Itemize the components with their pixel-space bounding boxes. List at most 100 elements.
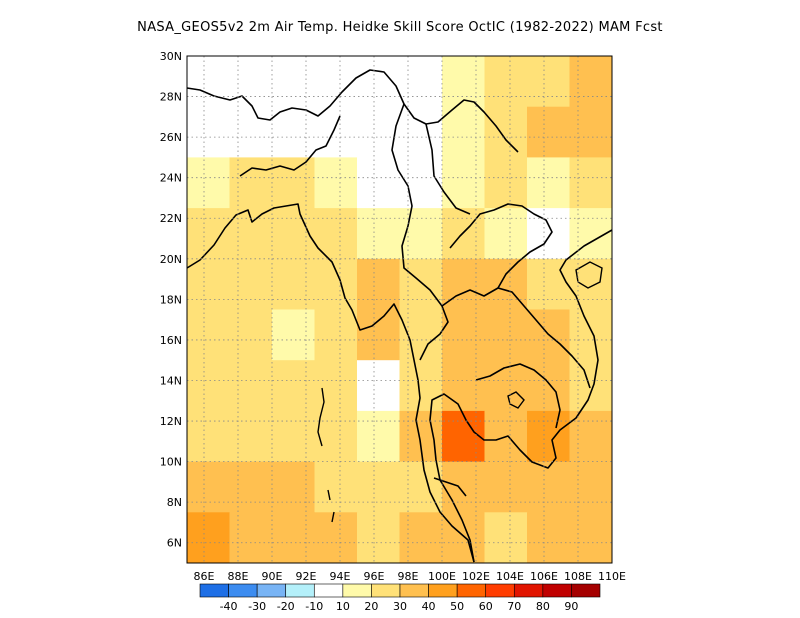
heatmap-cell: [357, 512, 400, 564]
heatmap-cell: [442, 157, 485, 209]
colorbar-label: 90: [564, 600, 578, 613]
heatmap-cell: [399, 309, 443, 361]
colorbar-swatch: [399, 583, 429, 598]
chart-title: NASA_GEOS5v2 2m Air Temp. Heidke Skill S…: [137, 20, 663, 35]
heatmap-cell: [569, 157, 613, 209]
heatmap-cell: [272, 157, 315, 209]
heatmap-cell: [357, 106, 400, 158]
heatmap-cell: [442, 56, 485, 108]
lat-tick-label: 14N: [160, 374, 182, 387]
heatmap-cell: [357, 360, 400, 412]
colorbar-label: 50: [450, 600, 464, 613]
heatmap-cell: [442, 309, 485, 361]
heatmap-cell: [187, 461, 230, 513]
heatmap-cell: [229, 461, 273, 513]
heatmap-cell: [569, 461, 613, 513]
heatmap-cells: [187, 56, 613, 564]
heatmap-cell: [527, 157, 570, 209]
heatmap-cell: [272, 258, 315, 310]
lon-tick-label: 98E: [398, 570, 419, 583]
heatmap-cell: [569, 410, 613, 463]
heatmap-cell: [527, 208, 570, 260]
lon-tick-label: 102E: [462, 570, 490, 583]
colorbar-labels: -40 -30 -20 -10 10 20 30 40 50 60 70 80 90: [220, 600, 579, 613]
colorbar-swatch: [485, 583, 515, 598]
border-india-bangladesh: [239, 115, 341, 177]
lat-tick-label: 20N: [160, 253, 182, 266]
heatmap-cell: [442, 512, 485, 564]
colorbar-label: 60: [479, 600, 493, 613]
nicobar-islands: [327, 489, 335, 523]
heatmap-cell: [357, 258, 400, 310]
heatmap-cell: [527, 56, 570, 108]
heatmap-cell: [569, 56, 613, 108]
latitude-labels: 30N 28N 26N 24N 22N 20N 18N 16N 14N 12N 10N 8N 6N: [160, 50, 182, 550]
colorbar-label: 80: [536, 600, 550, 613]
heatmap-cell: [357, 309, 400, 361]
lat-tick-label: 30N: [160, 50, 182, 63]
heatmap-cell: [187, 309, 230, 361]
heatmap-cell: [484, 512, 528, 564]
colorbar-swatch: [256, 583, 287, 598]
heatmap-cell: [527, 258, 570, 310]
heatmap-cell: [314, 258, 358, 310]
heatmap-cell: [272, 512, 315, 564]
heatmap-cell: [569, 309, 613, 361]
border-thai-malay: [433, 477, 467, 497]
heatmap-cell: [187, 258, 230, 310]
heatmap-cell: [314, 410, 358, 463]
border-myanmar-east: [391, 103, 449, 361]
colorbar-label: 70: [507, 600, 521, 613]
heatmap-cell: [357, 208, 400, 260]
heatmap-cell: [272, 461, 315, 513]
colorbar-label: 10: [336, 600, 350, 613]
lat-tick-label: 26N: [160, 131, 182, 144]
border-cambodia: [475, 363, 561, 429]
coastline-gulf: [429, 229, 613, 563]
colorbar-label: 20: [364, 600, 378, 613]
heatmap-cell: [357, 410, 400, 463]
border-china: [425, 123, 471, 215]
heatmap-cell: [569, 106, 613, 158]
heatmap-cell: [229, 258, 273, 310]
heatmap-cell: [399, 512, 443, 564]
heatmap-cell: [229, 410, 273, 463]
colorbar-swatch: [371, 583, 401, 598]
heatmap-cell: [314, 309, 358, 361]
lon-tick-label: 90E: [262, 570, 283, 583]
heatmap-cell: [442, 360, 485, 412]
colorbar: [199, 583, 601, 598]
heatmap-cell: [272, 410, 315, 463]
heatmap-cell: [442, 106, 485, 158]
colorbar-label: -40: [220, 600, 238, 613]
heatmap-cell: [229, 106, 273, 158]
lon-tick-label: 86E: [194, 570, 215, 583]
heatmap-cell: [272, 309, 315, 361]
lon-tick-label: 100E: [428, 570, 456, 583]
heatmap-cell: [484, 56, 528, 108]
heatmap-cell: [229, 512, 273, 564]
heatmap-cell: [484, 157, 528, 209]
colorbar-swatch: [285, 583, 315, 598]
colorbar-label: 30: [393, 600, 407, 613]
heatmap-cell: [442, 461, 485, 513]
colorbar-swatch: [428, 583, 458, 598]
heatmap-cell: [314, 461, 358, 513]
map-frame: [186, 55, 613, 564]
colorbar-label: 40: [422, 600, 436, 613]
heatmap-cell: [527, 410, 570, 463]
heatmap-cell: [484, 106, 528, 158]
heatmap-cell: [484, 360, 528, 412]
lat-tick-label: 16N: [160, 334, 182, 347]
border-laos: [441, 287, 591, 389]
heatmap-cell: [314, 360, 358, 412]
lat-tick-label: 22N: [160, 212, 182, 225]
heatmap-cell: [187, 360, 230, 412]
colorbar-swatch: [228, 583, 258, 598]
lat-tick-label: 8N: [167, 496, 182, 509]
lat-tick-label: 24N: [160, 172, 182, 185]
heatmap-cell: [187, 106, 230, 158]
lon-tick-label: 108E: [564, 570, 592, 583]
heatmap-cell: [187, 157, 230, 209]
longitude-labels: 86E 88E 90E 92E 94E 96E 98E 100E 102E 104E 106E 108…: [194, 570, 626, 583]
